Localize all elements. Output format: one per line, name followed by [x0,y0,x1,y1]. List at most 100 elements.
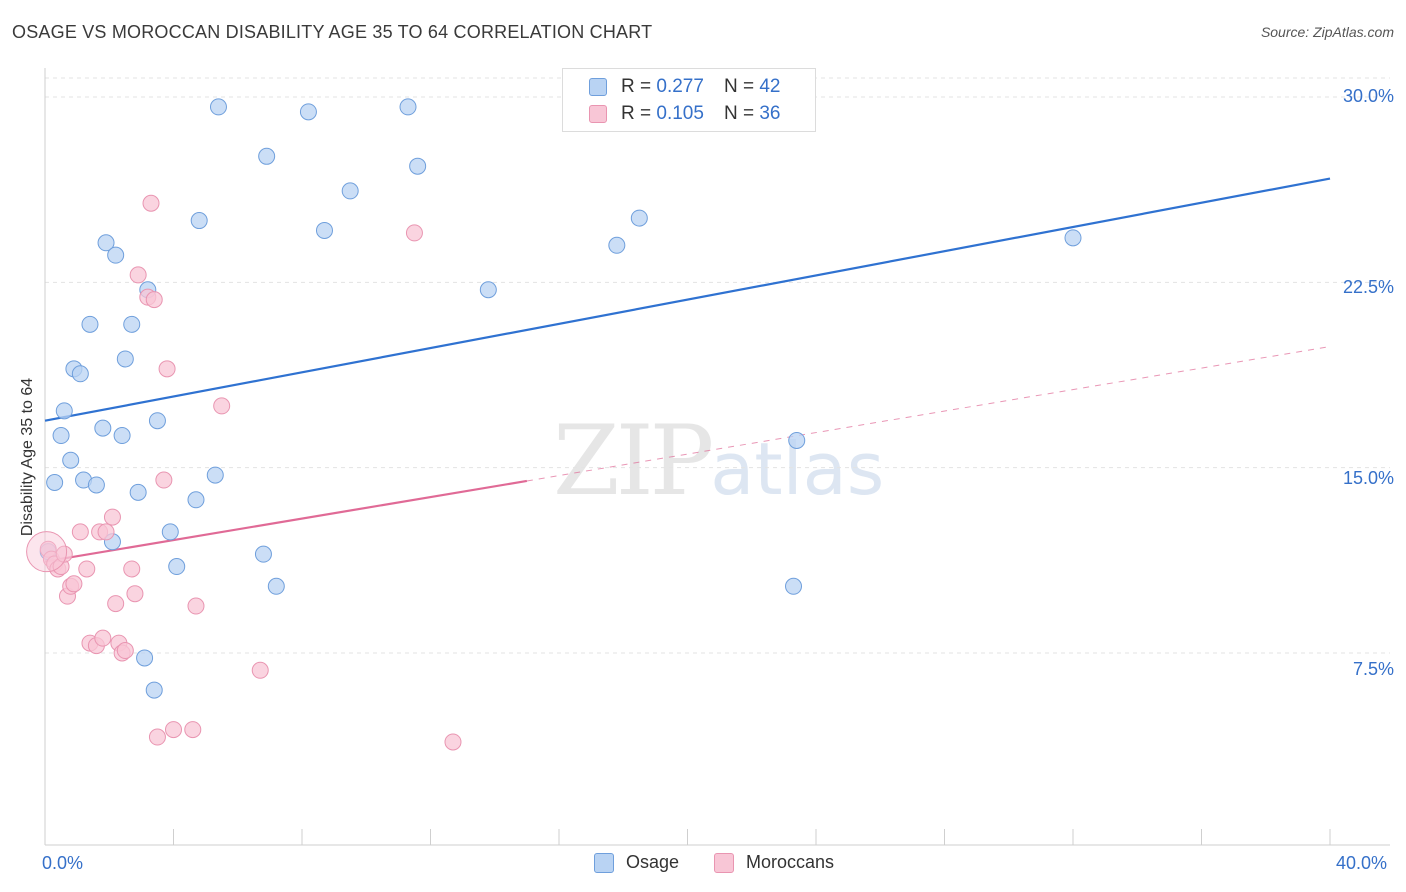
legend-r-label: R = [621,103,652,124]
osage-point [113,427,131,445]
moroccan-point [129,266,147,284]
osage-point [168,558,186,576]
osage-point [136,649,154,667]
osage-point [55,402,73,420]
osage-point [479,281,497,299]
data-points [26,98,1082,751]
osage-point [608,236,626,254]
osage-swatch-icon [589,78,607,96]
moroccan-point [55,545,73,563]
osage-point [785,577,803,595]
chart-source: Source: ZipAtlas.com [1260,24,1394,40]
chart-title: OSAGE VS MOROCCAN DISABILITY AGE 35 TO 6… [12,22,653,42]
osage-point [630,209,648,227]
legend-row-moroccans: R = 0.105 N = 36 [589,102,780,126]
legend-n-value: 42 [759,76,781,97]
osage-swatch-icon [594,852,614,873]
osage-point [87,476,105,494]
y-tick-label: 7.5% [1352,659,1394,679]
moroccan-point [71,523,89,541]
osage-point [190,212,208,230]
legend-r-value: 0.277 [656,76,704,97]
moroccan-point [213,397,231,415]
moroccan-trend-extension [526,346,1331,482]
osage-point [52,427,70,445]
osage-point [258,147,276,165]
osage-point [209,98,227,116]
grid-lines [45,77,1390,654]
watermark: ZIPatlas [553,405,884,517]
osage-point [71,365,89,383]
correlation-legend: R = 0.277 N = 42 R = 0.105 N = 36 [562,68,816,132]
legend-r-value: 0.105 [656,103,704,124]
osage-point [267,577,285,595]
moroccan-trend-line [44,479,528,563]
osage-point [409,157,427,175]
moroccan-point [65,575,83,593]
osage-point [81,315,99,333]
osage-point [129,483,147,501]
osage-point [116,350,134,368]
trend-lines [44,177,1331,563]
moroccan-point [155,471,173,489]
x-axis [44,68,1390,846]
moroccan-point [148,728,166,746]
osage-point [788,431,806,449]
legend-label-moroccans: Moroccans [746,852,835,872]
moroccan-point [165,721,182,739]
osage-point [399,98,417,116]
osage-point [341,182,359,200]
legend-n-label: N = [723,103,755,124]
moroccan-point [26,531,68,573]
moroccans-swatch-icon [714,852,734,873]
legend-n-label: N = [723,76,755,97]
moroccan-point [184,721,202,739]
osage-point [1064,229,1082,247]
moroccan-point [158,360,176,378]
moroccan-point [187,597,205,615]
legend-item-osage[interactable]: Osage [594,852,679,873]
legend-n-value: 36 [759,103,781,124]
osage-point [62,451,80,469]
moroccan-point [97,523,115,541]
legend-item-moroccans[interactable]: Moroccans [714,852,834,873]
osage-point [254,545,272,563]
osage-point [97,234,115,252]
moroccan-point [142,194,160,212]
legend-row-osage: R = 0.277 N = 42 [589,75,780,99]
moroccan-point [126,585,144,603]
osage-point [187,491,205,509]
osage-point [145,681,163,699]
osage-point [299,103,317,121]
osage-point [206,466,224,484]
legend-label-osage: Osage [626,852,680,872]
moroccan-point [251,661,269,679]
osage-point [148,412,166,430]
legend-r-label: R = [621,76,652,97]
y-tick-label: 15.0% [1342,468,1394,488]
moroccan-point [78,560,96,578]
x-tick-label-max: 40.0% [1336,853,1388,873]
osage-point [161,523,179,541]
moroccan-point [103,508,121,526]
osage-trend-line [44,177,1331,422]
moroccan-point [123,560,141,578]
x-tick-label-min: 0.0% [42,853,84,873]
y-tick-label: 22.5% [1342,277,1394,297]
moroccan-point [116,642,134,660]
moroccan-point [107,595,125,613]
moroccan-point [145,291,163,309]
osage-point [107,246,125,264]
moroccan-point [444,733,462,751]
osage-point [123,315,141,333]
moroccan-point [405,224,423,242]
moroccans-swatch-icon [589,105,607,123]
watermark-zip: ZIP [553,405,714,517]
y-tick-label: 30.0% [1342,86,1394,106]
osage-point [46,473,64,491]
osage-point [94,419,112,437]
y-axis-label: Disability Age 35 to 64 [19,377,36,537]
series-legend: Osage Moroccans [0,852,1406,876]
osage-point [315,221,333,239]
